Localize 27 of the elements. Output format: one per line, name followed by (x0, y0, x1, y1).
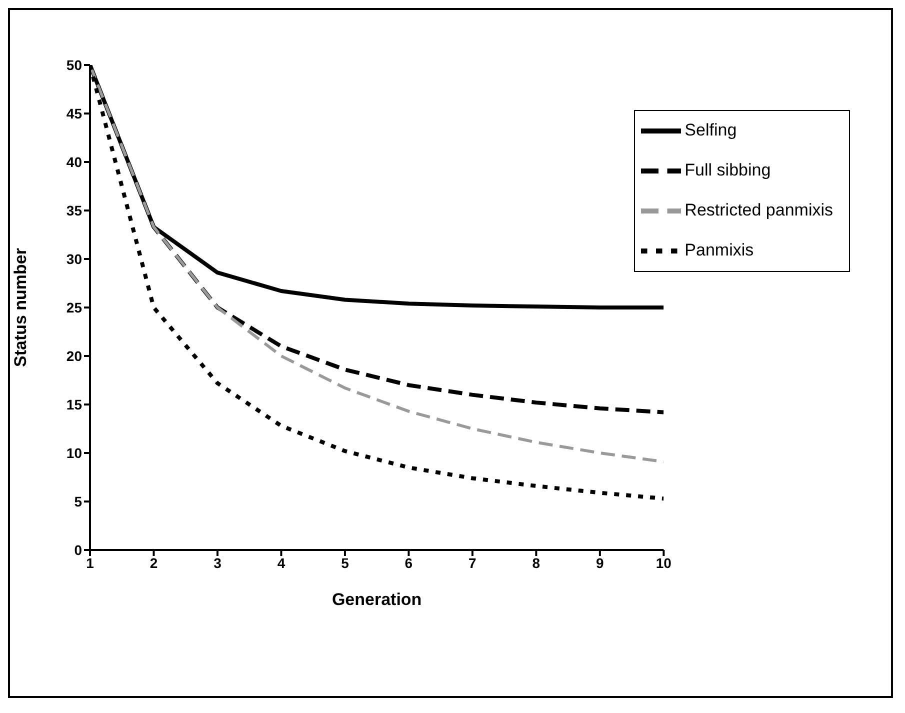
y-tick-label: 40 (66, 154, 82, 170)
y-tick-label: 15 (66, 396, 82, 412)
legend-label: Selfing (684, 120, 737, 140)
x-tick-label: 1 (86, 554, 94, 571)
x-tick-label: 10 (656, 554, 672, 571)
y-tick-label: 50 (66, 56, 82, 73)
x-axis-title: Generation (332, 590, 422, 609)
legend-label: Panmixis (684, 240, 754, 260)
x-tick-label: 3 (214, 554, 222, 571)
y-tick-label: 5 (74, 493, 82, 510)
y-tick-label: 25 (66, 299, 82, 316)
x-tick-label: 7 (468, 554, 477, 571)
x-tick-label: 8 (532, 554, 540, 571)
x-tick-label: 4 (277, 554, 286, 571)
legend-label: Full sibbing (684, 160, 771, 180)
y-axis-title: Status number (11, 248, 30, 368)
y-tick-label: 30 (66, 250, 82, 267)
y-tick-label: 20 (66, 348, 82, 364)
y-tick-label: 0 (74, 542, 82, 558)
x-tick-label: 9 (596, 554, 604, 571)
x-tick-label: 5 (341, 554, 350, 571)
y-tick-label: 45 (66, 105, 82, 122)
x-tick-label: 2 (150, 554, 158, 571)
y-tick-label: 10 (66, 444, 82, 461)
legend-label: Restricted panmixis (684, 200, 833, 220)
x-tick-label: 6 (404, 554, 413, 571)
y-tick-label: 35 (66, 202, 82, 218)
